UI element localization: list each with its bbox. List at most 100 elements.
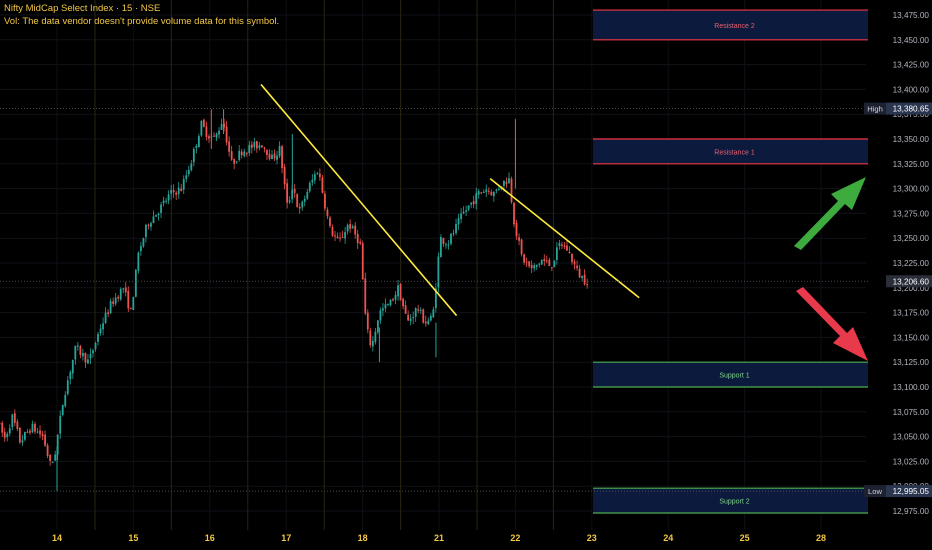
- candle-body: [414, 308, 417, 317]
- candle-body: [359, 242, 362, 244]
- x-tick-label: 17: [281, 533, 291, 543]
- candle-body: [344, 232, 347, 239]
- candle-body: [495, 189, 498, 191]
- zone-fill: [593, 488, 876, 513]
- candle-body: [442, 238, 445, 244]
- candle-body: [167, 194, 170, 201]
- candle-body: [97, 333, 99, 342]
- y-tick-label: 13,425.00: [893, 61, 930, 70]
- trendline[interactable]: [260, 83, 458, 317]
- price-axis[interactable]: 12,975.0013,000.0013,025.0013,050.0013,0…: [868, 0, 932, 550]
- candle-body: [271, 154, 273, 160]
- candle-body: [276, 155, 278, 160]
- candle-body: [533, 265, 536, 269]
- candle-body: [525, 261, 528, 263]
- candle-body: [64, 394, 67, 407]
- candle-body: [79, 346, 82, 355]
- candle-body: [563, 245, 566, 247]
- candle-body: [487, 190, 490, 192]
- candle-body: [520, 239, 523, 255]
- trendline[interactable]: [489, 178, 640, 299]
- x-tick-label: 22: [510, 533, 520, 543]
- price-mark-tag: Low: [868, 487, 882, 496]
- candle-body: [139, 246, 142, 252]
- candle-body: [114, 297, 117, 304]
- candle-body: [472, 201, 475, 205]
- candle-body: [346, 224, 349, 232]
- candle-body: [543, 259, 546, 262]
- candle-body: [119, 289, 122, 300]
- candle-body: [192, 149, 195, 163]
- candle-body: [301, 201, 304, 208]
- candle-body: [586, 283, 589, 286]
- candle-body: [492, 191, 495, 197]
- price-mark-value-bg: [886, 102, 932, 115]
- candle-body: [571, 253, 573, 263]
- candle-body: [452, 233, 455, 235]
- candle-body: [76, 345, 79, 347]
- candle-body: [278, 146, 281, 157]
- candle-body: [581, 275, 583, 278]
- y-tick-label: 12,975.00: [893, 507, 930, 516]
- candle-body: [447, 244, 450, 246]
- candle-body: [482, 191, 485, 193]
- y-tick-label: 13,025.00: [893, 457, 930, 466]
- candle-body: [66, 380, 69, 395]
- candle-body: [465, 210, 468, 212]
- candle-body: [150, 223, 152, 227]
- trendlines[interactable]: [260, 83, 640, 317]
- candle-body: [175, 192, 178, 195]
- candle-body: [81, 352, 84, 357]
- candle-body: [11, 414, 14, 428]
- y-tick-label: 13,175.00: [893, 309, 930, 318]
- symbol-title[interactable]: Nifty MidCap Select Index · 15 · NSE: [4, 3, 161, 14]
- candle-body: [160, 204, 162, 213]
- candle-body: [266, 149, 268, 155]
- candle-body: [218, 130, 220, 135]
- candle-body: [145, 224, 147, 238]
- candle-body: [341, 236, 344, 238]
- price-mark-labels: High 13,380.65 13,206.60 Low 12,995.05: [864, 102, 932, 498]
- candle-body: [240, 151, 243, 156]
- candle-body: [69, 372, 72, 380]
- candle-body: [399, 283, 402, 301]
- candle-body: [102, 323, 104, 330]
- zone-label: Resistance 2: [714, 23, 755, 30]
- y-tick-label: 13,400.00: [893, 85, 930, 94]
- candle-body: [243, 151, 246, 157]
- candle-body: [545, 260, 548, 262]
- y-tick-label: 13,475.00: [893, 11, 930, 20]
- y-tick-label: 13,050.00: [893, 433, 930, 442]
- candle-body: [392, 299, 394, 301]
- x-tick-label: 18: [358, 533, 368, 543]
- candle-body: [44, 434, 46, 446]
- candle-body: [84, 352, 87, 363]
- candle-body: [311, 179, 314, 183]
- candle-body: [535, 264, 538, 267]
- candle-body: [460, 213, 462, 220]
- candle-body: [286, 183, 289, 203]
- candle-body: [134, 269, 137, 297]
- candle-body: [354, 225, 357, 235]
- candle-body: [61, 404, 64, 415]
- candle-body: [0, 423, 1, 425]
- candle-body: [56, 434, 59, 455]
- candle-body: [329, 217, 331, 226]
- candle-body: [250, 144, 253, 148]
- candle-body: [223, 123, 225, 128]
- candle-body: [16, 421, 19, 429]
- candle-body: [29, 430, 31, 433]
- candle-body: [263, 147, 266, 149]
- candle-body: [200, 120, 203, 136]
- candle-body: [255, 141, 258, 149]
- candle-body: [576, 265, 578, 269]
- candle-body: [485, 189, 488, 193]
- candle-body: [318, 173, 321, 178]
- candle-body: [298, 207, 301, 209]
- candle-body: [404, 305, 407, 314]
- time-axis[interactable]: 14 15 16 17 18 21 22 23 24 25 28: [52, 533, 826, 543]
- candle-body: [24, 431, 26, 440]
- candle-body: [208, 136, 210, 139]
- candle-body: [550, 267, 553, 269]
